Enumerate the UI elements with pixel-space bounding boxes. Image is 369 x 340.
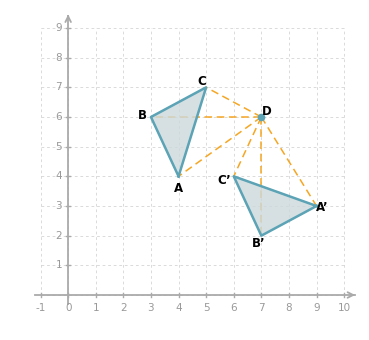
Text: B: B <box>138 109 147 122</box>
Text: 0: 0 <box>65 303 72 313</box>
Text: C: C <box>198 75 206 88</box>
Text: 1: 1 <box>93 303 99 313</box>
Polygon shape <box>234 176 317 236</box>
Text: 1: 1 <box>55 260 62 270</box>
Text: D: D <box>261 105 271 118</box>
Text: 3: 3 <box>55 201 62 211</box>
Text: -1: -1 <box>35 303 46 313</box>
Text: 5: 5 <box>203 303 210 313</box>
Text: 4: 4 <box>55 171 62 181</box>
Text: 8: 8 <box>55 53 62 63</box>
Text: 6: 6 <box>230 303 237 313</box>
Text: 2: 2 <box>55 231 62 241</box>
Text: 7: 7 <box>258 303 265 313</box>
Text: C’: C’ <box>217 174 231 187</box>
Text: 4: 4 <box>175 303 182 313</box>
Polygon shape <box>151 87 206 176</box>
Text: 3: 3 <box>148 303 154 313</box>
Text: 5: 5 <box>55 142 62 152</box>
Text: 2: 2 <box>120 303 127 313</box>
Text: 9: 9 <box>55 23 62 33</box>
Text: 8: 8 <box>286 303 292 313</box>
Text: 10: 10 <box>338 303 351 313</box>
Text: 9: 9 <box>313 303 320 313</box>
Text: A’: A’ <box>316 201 328 214</box>
Text: 7: 7 <box>55 82 62 92</box>
Text: B’: B’ <box>252 237 265 251</box>
Text: 6: 6 <box>55 112 62 122</box>
Text: A: A <box>174 182 183 195</box>
